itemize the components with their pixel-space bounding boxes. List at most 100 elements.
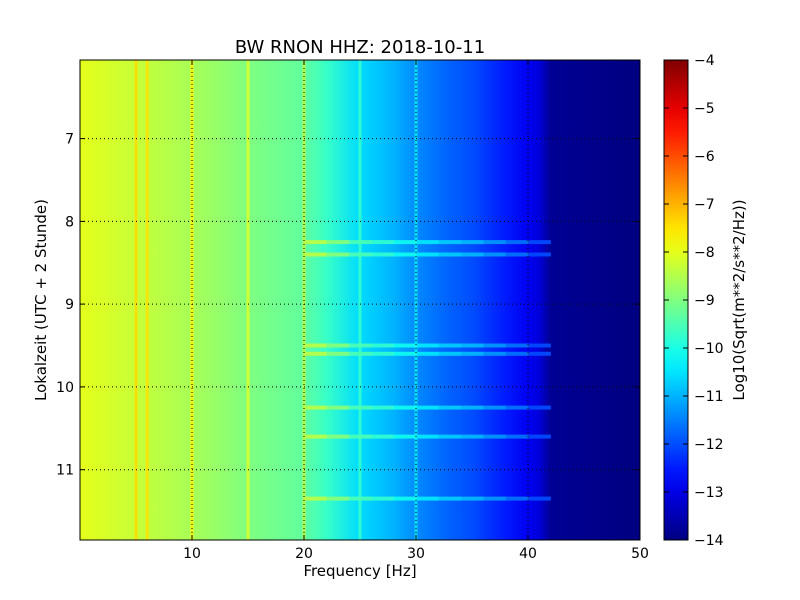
chart-title: BW RNON HHZ: 2018-10-11 [235, 37, 485, 58]
time-band-segment [483, 343, 507, 348]
time-band-segment [483, 351, 507, 356]
time-band-segment [528, 252, 551, 257]
time-band-segment [460, 496, 484, 501]
y-tick-label: 8 [65, 214, 74, 230]
time-band-segment [371, 240, 395, 245]
time-band-segment [304, 252, 327, 257]
time-band-segment [326, 405, 350, 410]
y-tick-label: 9 [65, 297, 74, 313]
colorbar-tick-label: −5 [694, 101, 715, 117]
time-band-segment [483, 434, 507, 439]
time-band-segment [393, 351, 417, 356]
time-band-segment [438, 405, 462, 410]
y-tick-label: 10 [56, 380, 74, 396]
spectral-line [145, 60, 149, 540]
time-band [304, 240, 551, 245]
time-band-segment [528, 343, 551, 348]
time-band-segment [460, 252, 484, 257]
colorbar: −4 −5 −6 −7 −8 −9 −10 −11 −12 −13 −14 Log10(Sqrt(m… [663, 53, 748, 549]
time-band-segment [483, 496, 507, 501]
x-axis-ticks: 10 20 30 40 50 [183, 60, 649, 562]
y-tick-label: 11 [56, 463, 74, 479]
time-band [304, 343, 551, 348]
time-band-segment [348, 496, 372, 501]
colorbar-tick-label: −4 [694, 53, 715, 69]
colorbar-label: Log10(Sqrt(m**2/s**2/Hz)) [730, 199, 748, 400]
time-band-segment [304, 351, 327, 356]
x-tick-label: 20 [295, 546, 313, 562]
x-tick-label: 50 [631, 546, 649, 562]
time-band-segment [348, 240, 372, 245]
time-band-segment [326, 434, 350, 439]
time-band-segment [528, 496, 551, 501]
time-band-segment [528, 240, 551, 245]
time-band-segment [348, 434, 372, 439]
time-band [304, 351, 551, 356]
time-band-segment [505, 343, 529, 348]
time-band-segment [483, 252, 507, 257]
time-band-segment [371, 434, 395, 439]
colorbar-tick-label: −11 [694, 389, 724, 405]
time-band-segment [483, 405, 507, 410]
time-band [304, 434, 551, 439]
time-band-segment [438, 240, 462, 245]
colorbar-tick-label: −7 [694, 197, 715, 213]
x-tick-label: 10 [183, 546, 201, 562]
plot-area: 10 20 30 40 50 7 8 9 10 11 [56, 59, 649, 562]
time-band-segment [416, 240, 439, 245]
time-band-segment [416, 351, 439, 356]
time-band-segment [438, 434, 462, 439]
time-band-segment [371, 252, 395, 257]
time-band-segment [438, 496, 462, 501]
time-band-segment [304, 434, 327, 439]
time-band-segment [304, 343, 327, 348]
time-band-segment [304, 240, 327, 245]
time-band-segment [483, 240, 507, 245]
time-band-segment [438, 252, 462, 257]
time-band-segment [528, 405, 551, 410]
time-band-segment [416, 252, 439, 257]
x-axis-label: Frequency [Hz] [303, 562, 416, 580]
time-band-segment [505, 434, 529, 439]
time-band-segment [460, 343, 484, 348]
time-band-segment [460, 405, 484, 410]
time-band-segment [393, 343, 417, 348]
time-bands [304, 240, 551, 501]
time-band-segment [505, 240, 529, 245]
colorbar-tick-label: −13 [694, 485, 724, 501]
spectral-line [134, 60, 138, 540]
time-band [304, 405, 551, 410]
time-band-segment [326, 496, 350, 501]
time-band-segment [393, 405, 417, 410]
time-band-segment [348, 343, 372, 348]
time-band-segment [505, 405, 529, 410]
x-tick-label: 40 [519, 546, 537, 562]
time-band-segment [416, 405, 439, 410]
time-band-segment [438, 343, 462, 348]
time-band-segment [460, 351, 484, 356]
colorbar-tick-label: −12 [694, 437, 724, 453]
time-band-segment [416, 496, 439, 501]
time-band-segment [416, 434, 439, 439]
time-band-segment [416, 343, 439, 348]
colorbar-tick-label: −8 [694, 245, 715, 261]
spectral-line [246, 60, 250, 540]
time-band-segment [528, 434, 551, 439]
y-tick-label: 7 [65, 132, 74, 148]
time-band-segment [348, 351, 372, 356]
time-band [304, 252, 551, 257]
time-band-segment [505, 351, 529, 356]
time-band-segment [304, 496, 327, 501]
y-axis-label: Lokalzeit (UTC + 2 Stunde) [32, 199, 50, 401]
y-axis-ticks: 7 8 9 10 11 [56, 132, 640, 479]
grid [80, 60, 641, 540]
time-band-segment [371, 496, 395, 501]
time-band-segment [326, 351, 350, 356]
time-band-segment [393, 496, 417, 501]
time-band-segment [304, 405, 327, 410]
time-band-segment [326, 252, 350, 257]
colorbar-tick-label: −6 [694, 149, 715, 165]
time-band-segment [326, 343, 350, 348]
time-band-segment [460, 434, 484, 439]
